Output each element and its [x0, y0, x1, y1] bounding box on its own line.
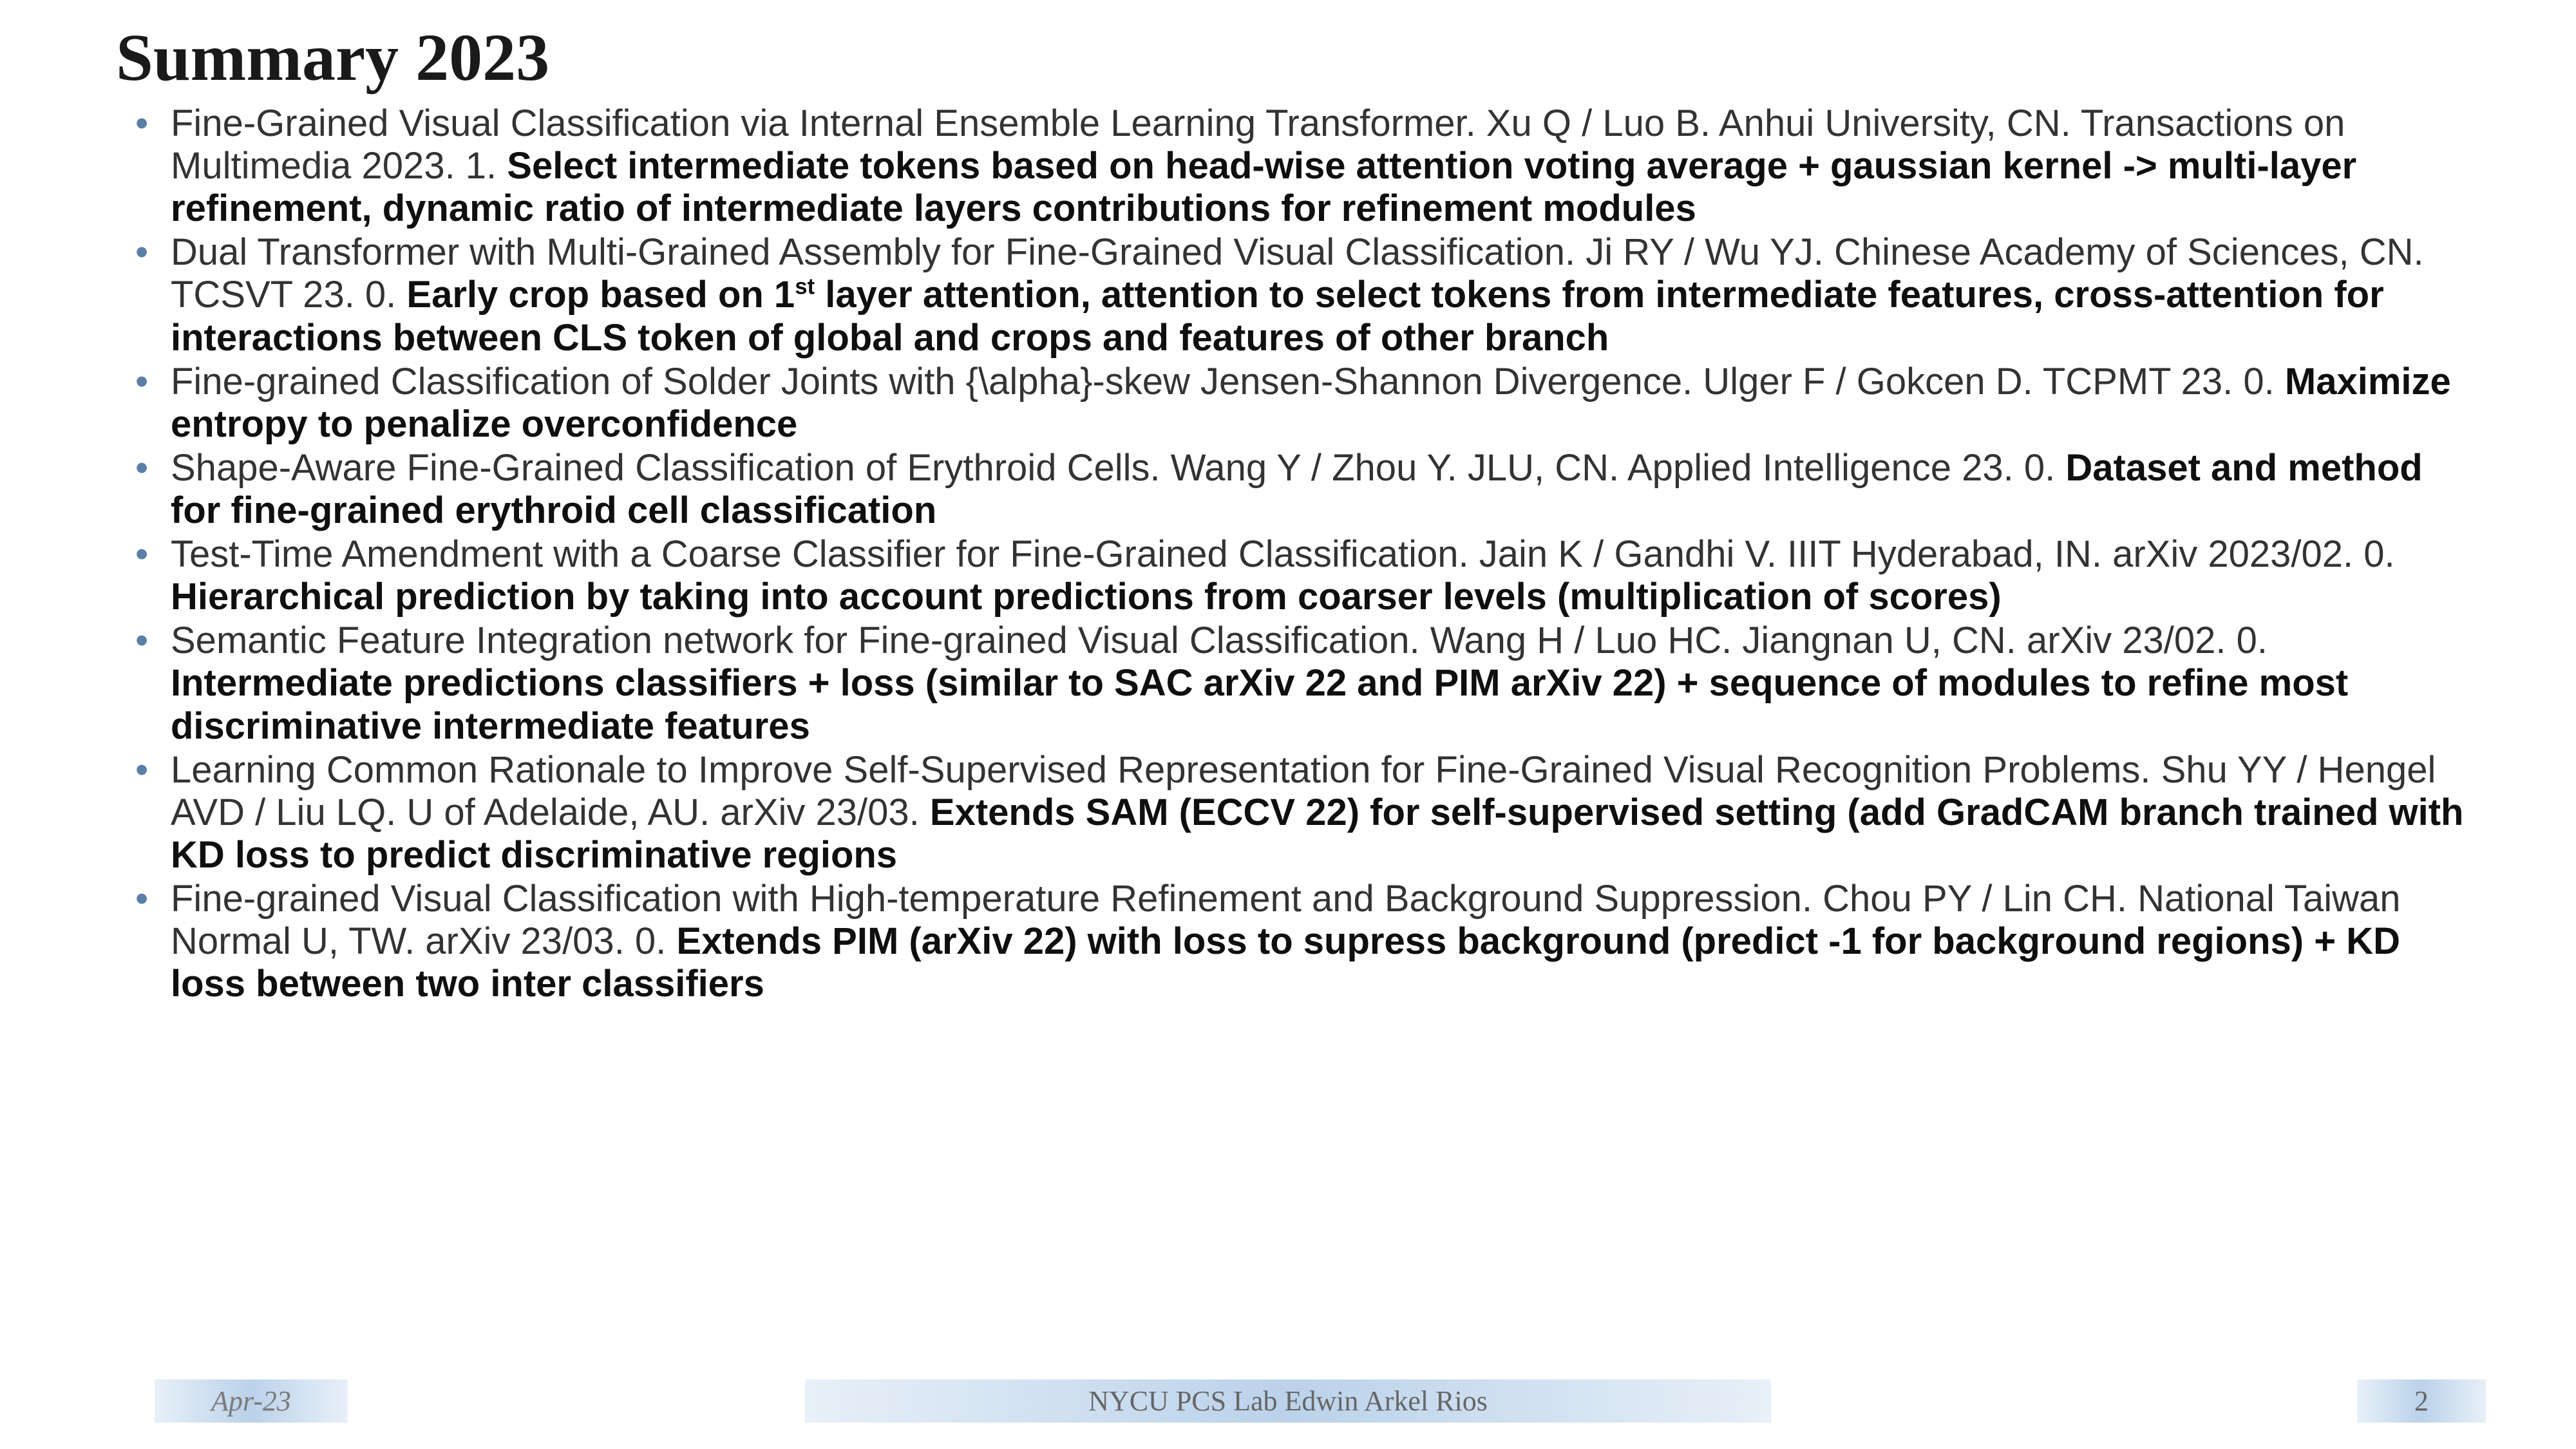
- item-light-text: Shape-Aware Fine-Grained Classification …: [171, 447, 2065, 489]
- list-item: Fine-grained Visual Classification with …: [135, 878, 2473, 1005]
- item-light-text: Test-Time Amendment with a Coarse Classi…: [171, 533, 2395, 575]
- bullet-list: Fine-Grained Visual Classification via I…: [84, 102, 2492, 1007]
- slide-footer: Apr-23 NYCU PCS Lab Edwin Arkel Rios 2: [0, 1378, 2576, 1423]
- list-item: Dual Transformer with Multi-Grained Asse…: [135, 231, 2473, 359]
- list-item: Semantic Feature Integration network for…: [135, 620, 2473, 747]
- item-bold-text: Early crop based on 1st layer attention,…: [171, 274, 2384, 358]
- slide: Summary 2023 Fine-Grained Visual Classif…: [0, 0, 2576, 1449]
- list-item: Shape-Aware Fine-Grained Classification …: [135, 447, 2473, 532]
- item-bold-text: Intermediate predictions classifiers + l…: [171, 662, 2348, 746]
- item-light-text: Semantic Feature Integration network for…: [171, 620, 2268, 661]
- list-item: Learning Common Rationale to Improve Sel…: [135, 749, 2473, 876]
- list-item: Fine-grained Classification of Solder Jo…: [135, 361, 2473, 446]
- list-item: Test-Time Amendment with a Coarse Classi…: [135, 533, 2473, 618]
- list-item: Fine-Grained Visual Classification via I…: [135, 102, 2473, 230]
- item-bold-pre: Early crop based on 1: [406, 274, 795, 316]
- footer-author: NYCU PCS Lab Edwin Arkel Rios: [805, 1379, 1771, 1423]
- item-sup: st: [795, 274, 815, 299]
- item-bold-text: Hierarchical prediction by taking into a…: [171, 576, 2002, 618]
- item-light-text: Fine-grained Classification of Solder Jo…: [171, 361, 2285, 402]
- footer-page-number: 2: [2357, 1379, 2486, 1423]
- footer-date: Apr-23: [155, 1379, 348, 1423]
- slide-title: Summary 2023: [84, 19, 2492, 96]
